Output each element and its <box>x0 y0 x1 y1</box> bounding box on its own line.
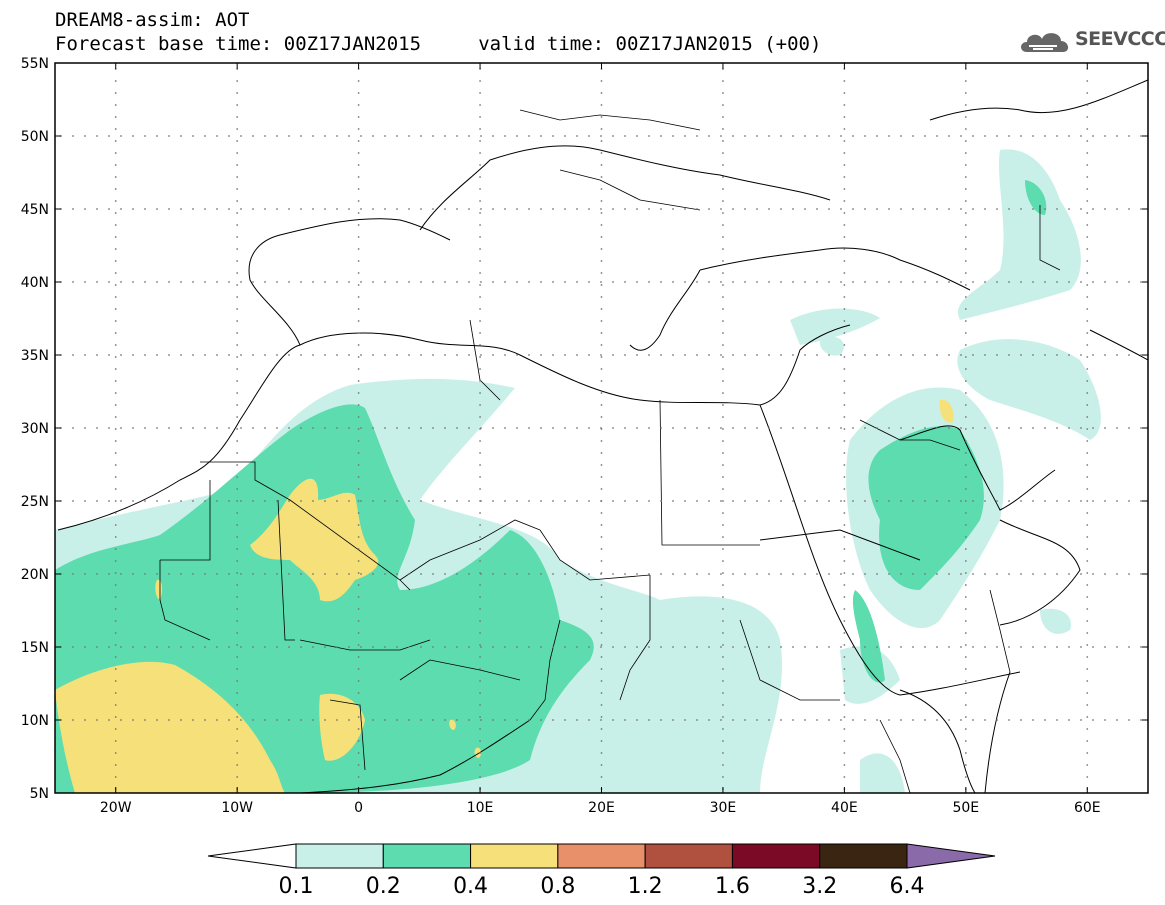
lat-tick-label: 50N <box>21 129 49 145</box>
colorbar-max-arrow <box>906 843 996 869</box>
colorbar-label: 0.4 <box>453 874 488 899</box>
colorbar-bin <box>382 843 472 869</box>
colorbar-label: 3.2 <box>802 874 837 899</box>
axis-ticks <box>55 62 1148 794</box>
coastlines <box>57 79 1148 793</box>
colorbar-bin <box>819 843 908 869</box>
lon-tick-label: 0 <box>354 800 363 816</box>
colorbar-bin <box>731 843 821 869</box>
colorbar-bin <box>644 843 733 869</box>
colorbar-min-arrow <box>207 843 297 869</box>
country-borders <box>159 109 1061 793</box>
colorbar-label: 6.4 <box>890 874 925 899</box>
colorbar-bin <box>295 843 384 869</box>
lat-tick-label: 25N <box>21 494 49 510</box>
lon-tick-label: 50E <box>952 800 979 816</box>
colorbar-label: 0.8 <box>540 874 575 899</box>
lat-tick-label: 15N <box>21 640 49 656</box>
lat-tick-label: 55N <box>21 56 49 72</box>
lon-tick-label: 10E <box>467 800 494 816</box>
lon-tick-label: 20W <box>100 800 132 816</box>
longitude-labels: 20W 10W 0 10E 20E 30E 40E 50E 60E <box>100 800 1101 816</box>
lon-tick-label: 10W <box>221 800 253 816</box>
map-title: DREAM8-assim: AOT <box>55 9 250 31</box>
lat-tick-label: 10N <box>21 713 49 729</box>
aot-fields <box>55 149 1101 793</box>
latitude-labels: 55N 50N 45N 40N 35N 30N 25N 20N 15N 10N 5N <box>21 56 49 802</box>
colorbar: 0.1 0.2 0.4 0.8 1.2 1.6 3.2 6.4 <box>207 843 996 899</box>
colorbar-label: 1.6 <box>715 874 750 899</box>
forecast-time-line: Forecast base time: 00Z17JAN2015 valid t… <box>55 33 822 55</box>
colorbar-label: 0.1 <box>279 874 314 899</box>
colorbar-label: 0.2 <box>366 874 401 899</box>
colorbar-bin <box>557 843 646 869</box>
cloud-icon <box>1021 33 1069 52</box>
lat-tick-label: 20N <box>21 567 49 583</box>
lon-tick-label: 60E <box>1074 800 1101 816</box>
lat-tick-label: 40N <box>21 275 49 291</box>
lon-tick-label: 20E <box>588 800 615 816</box>
colorbar-bin <box>470 843 559 869</box>
lat-tick-label: 5N <box>30 786 49 802</box>
seevccc-logo: SEEVCCC <box>1017 22 1165 58</box>
lon-tick-label: 30E <box>710 800 737 816</box>
logo-text: SEEVCCC <box>1075 28 1165 50</box>
lon-tick-label: 40E <box>831 800 858 816</box>
colorbar-label: 1.2 <box>628 874 663 899</box>
graticule-dots <box>60 68 1142 790</box>
lat-tick-label: 45N <box>21 202 49 218</box>
lat-tick-label: 30N <box>21 421 49 437</box>
lat-tick-label: 35N <box>21 348 49 364</box>
